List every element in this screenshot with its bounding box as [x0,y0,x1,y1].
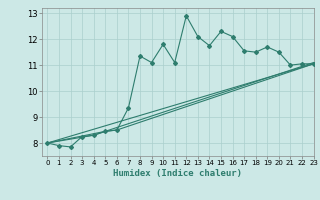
X-axis label: Humidex (Indice chaleur): Humidex (Indice chaleur) [113,169,242,178]
